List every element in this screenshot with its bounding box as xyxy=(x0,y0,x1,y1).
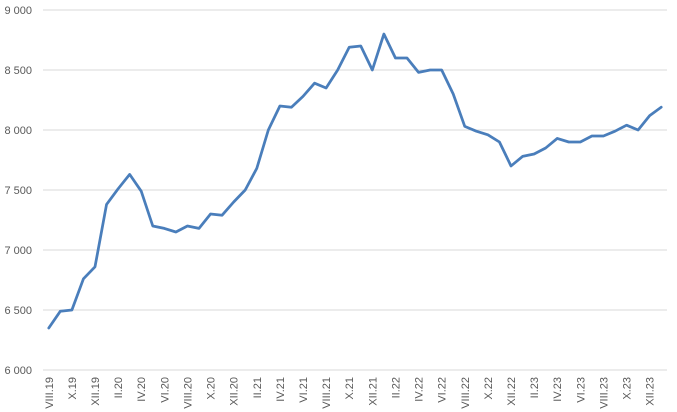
y-tick-label: 7 500 xyxy=(4,185,32,197)
x-tick-label: X.23 xyxy=(622,377,634,400)
x-tick-label: VIII.23 xyxy=(598,377,610,409)
x-tick-label: XII.22 xyxy=(506,377,518,406)
x-tick-label: IV.22 xyxy=(414,377,426,402)
x-tick-label: IV.23 xyxy=(552,377,564,402)
x-tick-label: X.20 xyxy=(206,377,218,400)
x-tick-label: XII.21 xyxy=(367,377,379,406)
x-tick-label: X.21 xyxy=(344,377,356,400)
x-tick-label: VIII.20 xyxy=(182,377,194,409)
x-tick-label: II.21 xyxy=(252,377,264,398)
x-tick-label: II.20 xyxy=(113,377,125,398)
x-tick-label: IV.20 xyxy=(136,377,148,402)
y-tick-label: 8 500 xyxy=(4,65,32,77)
x-tick-label: II.22 xyxy=(390,377,402,398)
y-tick-label: 6 500 xyxy=(4,305,32,317)
x-tick-label: VI.21 xyxy=(298,377,310,403)
x-tick-label: XII.19 xyxy=(90,377,102,406)
y-tick-label: 7 000 xyxy=(4,245,32,257)
x-tick-label: VIII.21 xyxy=(321,377,333,409)
x-tick-label: VIII.22 xyxy=(460,377,472,409)
x-tick-label: IV.21 xyxy=(275,377,287,402)
x-tick-label: XII.20 xyxy=(229,377,241,406)
x-tick-label: VI.23 xyxy=(575,377,587,403)
data-line xyxy=(47,32,663,330)
x-tick-label: X.22 xyxy=(483,377,495,400)
x-tick-label: X.19 xyxy=(67,377,79,400)
x-tick-label: VI.20 xyxy=(159,377,171,403)
y-tick-label: 6 000 xyxy=(4,365,32,377)
x-tick-label: VI.22 xyxy=(437,377,449,403)
x-tick-label: II.23 xyxy=(529,377,541,398)
x-tick-label: VIII.19 xyxy=(44,377,56,409)
x-tick-label: XII.23 xyxy=(645,377,657,406)
y-tick-label: 8 000 xyxy=(4,125,32,137)
y-tick-label: 9 000 xyxy=(4,5,32,17)
